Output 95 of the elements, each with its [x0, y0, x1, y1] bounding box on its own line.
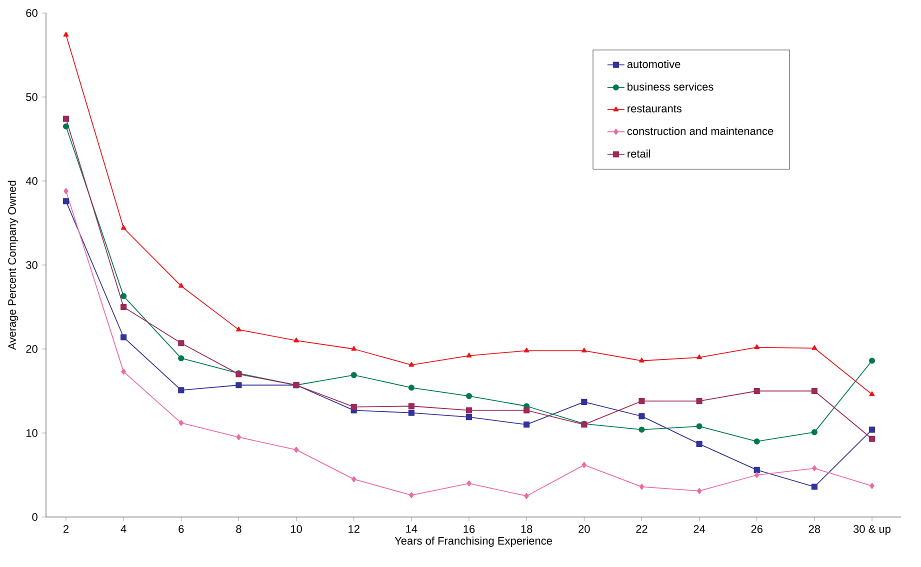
point — [120, 304, 127, 310]
point — [351, 476, 356, 482]
point — [868, 426, 876, 433]
legend-label: restaurants — [628, 105, 682, 112]
point — [63, 32, 69, 37]
point — [638, 426, 645, 433]
x-tick-label: 30 & up — [853, 525, 890, 536]
point — [408, 362, 414, 367]
x-tick-label: 24 — [694, 525, 706, 533]
point — [178, 282, 184, 288]
point — [638, 398, 645, 404]
point — [466, 414, 472, 420]
y-axis-title: Average Percent Company Owned — [8, 180, 18, 350]
point — [120, 224, 126, 230]
x-tick-label: 2 — [63, 525, 69, 533]
x-axis-title: Years of Franchising Experience — [394, 536, 552, 547]
point — [62, 116, 70, 122]
point — [120, 293, 127, 300]
x-tick-label: 26 — [751, 525, 763, 533]
point — [178, 420, 184, 426]
y-tick-label: 50 — [26, 93, 38, 101]
point — [582, 462, 587, 468]
point — [466, 480, 472, 486]
point — [408, 410, 414, 416]
point — [812, 465, 817, 472]
point — [121, 368, 126, 375]
point — [754, 472, 760, 478]
y-tick-label: 10 — [26, 429, 38, 437]
point — [62, 198, 70, 204]
point — [294, 446, 299, 453]
point — [754, 466, 760, 474]
point — [524, 348, 530, 352]
point — [811, 388, 818, 394]
x-tick-label: 28 — [808, 525, 820, 533]
point — [870, 482, 874, 489]
point — [351, 346, 357, 351]
point — [581, 398, 588, 405]
point — [64, 188, 68, 194]
legend-label: construction and maintenance — [627, 126, 774, 136]
y-tick-label: 0 — [32, 513, 38, 521]
point — [581, 348, 587, 352]
point — [350, 372, 357, 378]
point — [754, 438, 760, 444]
point — [350, 404, 357, 410]
point — [178, 340, 184, 346]
x-tick-label: 12 — [348, 525, 360, 533]
point — [408, 403, 414, 410]
point — [639, 358, 644, 363]
point — [178, 387, 184, 394]
y-tick-label: 40 — [26, 177, 38, 185]
point — [62, 123, 70, 130]
point — [524, 422, 530, 428]
point — [466, 392, 472, 400]
point — [236, 382, 242, 388]
point — [812, 345, 818, 350]
point — [696, 354, 702, 360]
x-tick-label: 6 — [178, 525, 184, 533]
point — [466, 352, 472, 358]
point — [696, 440, 702, 447]
point — [409, 492, 414, 498]
point — [868, 358, 876, 364]
point — [754, 388, 760, 394]
point — [696, 423, 702, 430]
legend-label: retail — [628, 150, 650, 158]
point — [868, 436, 876, 442]
x-tick-label: 22 — [636, 525, 648, 533]
x-tick-label: 18 — [521, 525, 532, 533]
point — [869, 391, 875, 396]
x-tick-label: 20 — [578, 525, 590, 533]
point — [178, 355, 184, 362]
point — [524, 492, 529, 500]
x-tick-label: 16 — [464, 525, 475, 533]
point — [754, 344, 760, 350]
legend-label: automotive — [627, 60, 680, 68]
point — [524, 407, 530, 414]
x-tick-label: 4 — [120, 525, 126, 533]
point — [811, 484, 818, 490]
legend-label: business services — [628, 82, 714, 91]
y-tick-label: 20 — [26, 345, 38, 353]
point — [811, 429, 818, 436]
x-tick-label: 10 — [291, 525, 302, 533]
y-tick-label: 60 — [26, 9, 38, 17]
point — [638, 413, 645, 420]
point — [294, 338, 299, 342]
point — [236, 434, 242, 440]
point — [639, 484, 644, 490]
point — [408, 384, 414, 391]
x-tick-label: 8 — [236, 525, 242, 533]
y-tick-label: 30 — [26, 261, 38, 269]
x-tick-label: 14 — [406, 525, 418, 533]
point — [696, 398, 702, 404]
point — [120, 334, 127, 340]
point — [696, 488, 702, 494]
point — [466, 407, 472, 414]
point — [236, 326, 242, 332]
